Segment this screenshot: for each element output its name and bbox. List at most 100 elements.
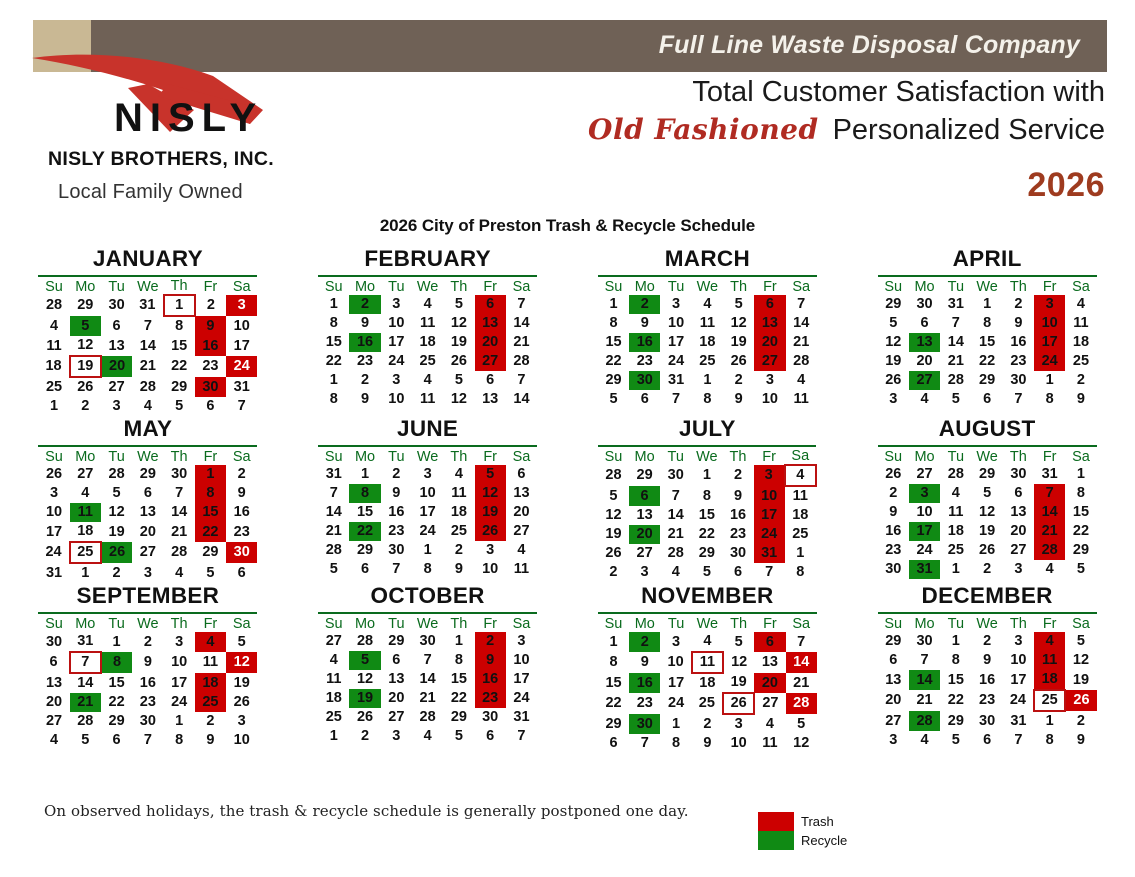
day-cell: 14	[325, 504, 342, 520]
day-cell: 8	[1076, 485, 1085, 501]
adjacent-month-day-cell: 4	[49, 732, 59, 748]
day-cell: 4	[951, 485, 960, 501]
adjacent-month-day-cell: 2	[206, 713, 215, 729]
recycle-day-cell: 26	[100, 542, 133, 563]
adjacent-month-day-cell: 9	[703, 735, 712, 751]
trash-day-cell: 31	[753, 544, 785, 563]
day-cell: 7	[423, 652, 432, 668]
day-cell: 5	[734, 633, 743, 650]
adjacent-month-day-cell: 7	[517, 728, 526, 744]
day-cell: 7	[920, 652, 929, 668]
trash-day-cell: 21	[1034, 522, 1066, 541]
day-cell: 26	[979, 542, 996, 558]
weekday-header-row: Su Mo Tu We Th Fr Sa	[598, 276, 817, 295]
week-row: 15 16 17 18 19 20 21	[318, 333, 537, 352]
day-cell: 21	[793, 674, 810, 691]
day-cell: 4	[1076, 296, 1085, 312]
weekday-header-su: Su	[604, 448, 623, 465]
day-cell: 4	[703, 296, 712, 312]
trash-day-cell: 30	[226, 542, 258, 563]
month-title: SEPTEMBER	[76, 583, 220, 608]
adjacent-month-day-cell: 3	[112, 398, 121, 414]
weekday-header-tu: Tu	[108, 615, 125, 632]
day-cell: 7	[951, 315, 960, 331]
adjacent-month-day-cell: 31	[139, 297, 156, 313]
month-title: OCTOBER	[370, 583, 485, 608]
week-row: 4 5 6 7 8 9 10	[318, 651, 537, 670]
adjacent-month-day-cell: 6	[361, 561, 370, 577]
day-cell: 21	[513, 334, 530, 350]
day-cell: 9	[143, 654, 152, 670]
weekday-header-fr: Fr	[483, 448, 498, 465]
adjacent-month-day-cell: 5	[951, 732, 960, 748]
week-row: 5 6 7 8 9 10 11	[598, 486, 816, 506]
day-cell: 6	[889, 652, 898, 668]
week-row: 1 2 3 4 5 6 7	[318, 727, 537, 746]
day-cell: 26	[356, 709, 374, 725]
day-cell: 1	[702, 467, 711, 483]
footer-note: On observed holidays, the trash & recycl…	[44, 802, 689, 820]
day-cell: 11	[1073, 315, 1089, 331]
adjacent-month-day-cell: 14	[513, 391, 530, 407]
week-row: 25 26 27 28 29 30 31	[38, 377, 257, 397]
day-cell: 31	[513, 709, 530, 725]
month-table: Su Mo Tu We Th Fr Sa 27 28 29 30 1 2 3 4 5 6 7 8 9 10 11 12 13 1…	[318, 612, 538, 746]
adjacent-month-day-cell: 27	[325, 633, 342, 649]
tagline-line-2: Old Fashioned Personalized Service	[588, 113, 1105, 147]
week-row: 6 7 8 9 10 11 12	[878, 651, 1097, 670]
week-row: 27 28 29 30 31 1 2	[878, 711, 1097, 731]
week-row: 5 6 7 8 9 10 11	[598, 390, 817, 409]
trash-day-cell: 30	[194, 377, 227, 397]
day-cell: 18	[45, 358, 62, 374]
day-cell: 9	[640, 315, 649, 331]
weekday-header-mo: Mo	[634, 615, 655, 632]
day-cell: 2	[889, 485, 898, 501]
holiday-day-cell: 26	[721, 692, 756, 715]
trash-day-cell: 28	[785, 693, 817, 714]
tagline-script-text: Old Fashioned	[588, 113, 819, 146]
adjacent-month-day-cell: 8	[329, 391, 338, 407]
day-cell: 4	[454, 466, 463, 482]
day-cell: 2	[206, 297, 215, 313]
adjacent-month-day-cell: 30	[1010, 466, 1027, 482]
weekday-header-sa: Sa	[791, 448, 810, 464]
weekday-header-th: Th	[170, 278, 188, 294]
week-row: 16 17 18 19 20 21 22	[878, 522, 1097, 541]
adjacent-month-day-cell: 2	[81, 398, 90, 414]
month-title: APRIL	[952, 246, 1022, 271]
day-cell: 8	[702, 487, 711, 504]
adjacent-month-day-cell: 7	[640, 735, 649, 751]
weekday-header-su: Su	[884, 448, 903, 465]
weekday-header-th: Th	[450, 278, 468, 295]
recycle-day-cell: 27	[908, 371, 941, 390]
day-cell: 23	[139, 694, 156, 710]
weekday-header-mo: Mo	[75, 615, 96, 632]
weekday-header-sa: Sa	[512, 278, 531, 295]
adjacent-month-day-cell: 6	[112, 732, 121, 748]
day-cell: 22	[450, 690, 467, 706]
adjacent-month-day-cell: 6	[733, 564, 743, 580]
day-cell: 15	[947, 671, 964, 688]
adjacent-month-day-cell: 8	[703, 391, 712, 407]
day-cell: 10	[916, 504, 933, 520]
weekday-header-row: Su Mo Tu We Th Fr Sa	[598, 446, 816, 465]
week-row: 8 9 10 11 12 13 14	[318, 314, 537, 333]
adjacent-month-day-cell: 28	[108, 466, 125, 482]
day-cell: 13	[1010, 504, 1027, 520]
day-cell: 27	[139, 544, 156, 560]
day-cell: 12	[356, 671, 374, 687]
weekday-header-su: Su	[324, 448, 343, 465]
day-cell: 20	[885, 692, 902, 708]
day-cell: 29	[171, 378, 188, 395]
month-table: Su Mo Tu We Th Fr Sa 29 30 1 2 3 4 5 6 7 8 9 10 11 12 13 14 15 1…	[877, 612, 1097, 750]
adjacent-month-day-cell: 2	[983, 561, 992, 577]
day-cell: 5	[454, 296, 463, 312]
day-cell: 22	[325, 353, 342, 369]
weekday-header-mo: Mo	[914, 278, 935, 295]
week-row: 20 21 22 23 24 25 26	[878, 689, 1097, 712]
day-cell: 16	[233, 504, 250, 520]
week-row: 8 9 10 11 12 13 14	[598, 651, 817, 674]
day-cell: 13	[513, 485, 530, 501]
recycle-swatch	[758, 831, 794, 850]
adjacent-month-day-cell: 6	[983, 732, 992, 748]
